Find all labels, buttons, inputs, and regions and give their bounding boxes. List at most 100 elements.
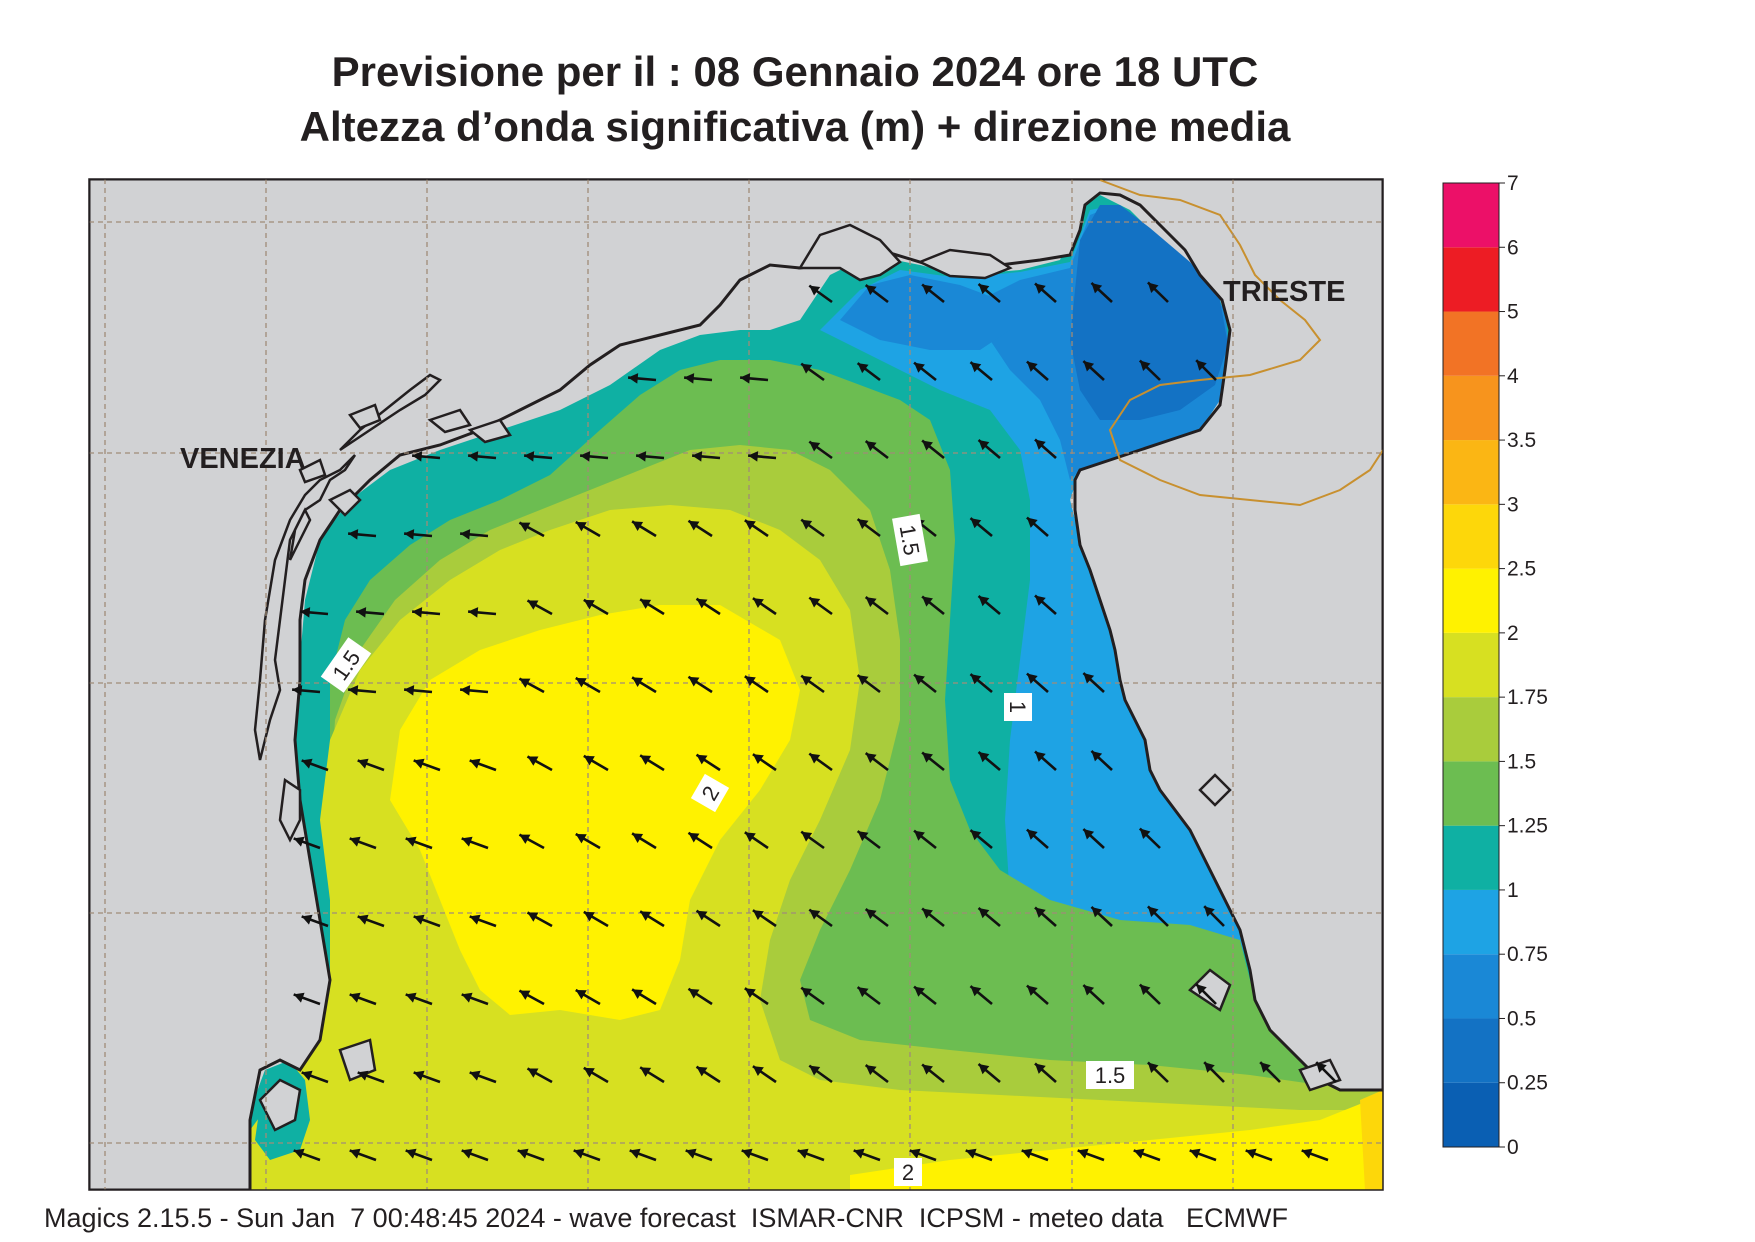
wave-arrow-head — [469, 1070, 481, 1081]
wave-arrow-head — [922, 908, 933, 919]
wave-arrow-head — [741, 1148, 753, 1159]
colorbar-label: 7 — [1507, 172, 1519, 195]
wave-arrow-head — [519, 834, 531, 844]
venice-lagoon — [253, 373, 1342, 1132]
wave-arrow-head — [349, 1148, 361, 1159]
contour-label-upper-1.5: 1.5 — [892, 513, 928, 567]
wave-arrow-head — [1316, 1062, 1327, 1073]
wave-arrow-head — [744, 520, 756, 531]
wave-arrow-head — [801, 675, 813, 686]
wave-arrow-head — [412, 451, 423, 462]
wave-arrow-head — [1021, 1148, 1033, 1159]
map-frame — [88, 178, 1384, 1191]
wave-arrow-head — [1083, 673, 1095, 684]
wave-arrow-head — [696, 910, 708, 921]
wave-arrow-head — [809, 753, 821, 764]
wave-arrow-head — [797, 1148, 809, 1159]
wave-arrow-head — [696, 598, 708, 609]
wave-arrow-head — [1133, 1148, 1145, 1159]
wave-arrow-head — [970, 674, 982, 685]
colorbar-label: 0.5 — [1507, 1007, 1536, 1030]
contour-label-bottom-2: 2 — [894, 1158, 922, 1186]
wave-arrow-head — [1026, 829, 1038, 840]
wave-arrow-head — [978, 284, 990, 295]
wave-arrow-head — [922, 440, 933, 451]
wave-arrow-head — [801, 831, 813, 842]
wave-arrow-head — [413, 758, 425, 769]
colorbar-swatch — [1443, 761, 1499, 826]
wave-arrow-head — [527, 600, 539, 610]
wave-arrow-head — [357, 914, 369, 925]
wave-arrow-head — [978, 596, 990, 607]
wave-arrow-head — [461, 992, 473, 1003]
wave-arrow-head — [405, 1148, 417, 1159]
wave-arrow-head — [801, 987, 813, 998]
wave-arrow-head — [1083, 829, 1095, 840]
colorbar-swatch — [1443, 568, 1499, 633]
wave-arrow-head — [527, 1068, 539, 1078]
wave-arrow-head — [583, 755, 595, 766]
wave-arrow-head — [524, 451, 535, 462]
wave-arrow-head — [801, 519, 813, 530]
wave-arrow-head — [1147, 1062, 1159, 1073]
wave-arrow-head — [865, 441, 877, 452]
wave-arrow-head — [575, 990, 587, 1000]
city-label-venezia: VENEZIA — [180, 443, 306, 475]
colorbar-label: 0 — [1507, 1136, 1519, 1159]
colorbar-frame — [1442, 182, 1500, 1148]
wave-arrow-head — [349, 992, 361, 1003]
wave-arrow-head — [696, 754, 708, 765]
wave-arrow-head — [801, 363, 813, 374]
wave-arrow-head — [748, 451, 759, 462]
contour-label-lower-1.5: 1.5 — [1086, 1061, 1134, 1089]
wave-arrow-head — [857, 987, 869, 998]
colorbar-swatch — [1443, 697, 1499, 762]
colorbar-swatch — [1443, 440, 1499, 505]
wave-arrow-head — [640, 1067, 652, 1077]
wave-arrow-head — [978, 908, 990, 919]
wave-arrow-head — [809, 441, 821, 452]
wave-arrow-head — [914, 674, 925, 685]
wave-arrow-head — [636, 451, 647, 462]
wave-arrow-head — [632, 521, 644, 531]
wave-arrow-head — [922, 284, 933, 295]
map-title-line1: Previsione per il : 08 Gennaio 2024 ore … — [331, 48, 1259, 95]
wave-arrow-head — [696, 1066, 708, 1077]
wave-arrow-head — [922, 596, 933, 607]
wave-arrow-head — [809, 597, 821, 608]
wave-arrow-head — [469, 914, 481, 925]
wave-arrow-head — [1147, 282, 1159, 293]
wave-arrow-head — [857, 675, 869, 686]
wave-arrow-head — [580, 451, 591, 462]
wave-arrow-head — [1034, 439, 1046, 450]
colorbar-swatch — [1443, 954, 1499, 1019]
wave-arrow-head — [978, 1064, 990, 1075]
contour-label-bottom-2-text: 2 — [902, 1160, 914, 1185]
wave-arrow-head — [978, 440, 990, 451]
colorbar-swatch — [1443, 311, 1499, 376]
colorbar-swatch — [1443, 504, 1499, 569]
wave-arrow-head — [460, 529, 471, 540]
wave-arrow-head — [575, 522, 587, 532]
contour-label-lower-1.5-text: 1.5 — [1095, 1063, 1126, 1088]
wave-arrow-head — [1026, 361, 1038, 372]
wave-arrow-head — [640, 599, 652, 609]
wave-arrow-head — [405, 992, 417, 1003]
wave-arrow-head — [632, 833, 644, 843]
wave-arrow-head — [1034, 595, 1046, 606]
wave-arrow-head — [752, 754, 764, 764]
wave-arrow-head — [1026, 985, 1038, 996]
sea-band-2-2.5 — [390, 605, 800, 1020]
colorbar-swatch — [1443, 375, 1499, 441]
wave-arrow-head — [865, 753, 877, 764]
wave-arrow-head — [1091, 906, 1103, 918]
wave-arrow-head — [412, 607, 423, 618]
wave-arrow-head — [1034, 1063, 1046, 1074]
wave-arrow-head — [752, 598, 764, 608]
wave-arrow-head — [1034, 907, 1046, 918]
wave-arrow-head — [413, 1070, 425, 1081]
wave-arrow-head — [413, 914, 425, 925]
wave-arrow-head — [809, 909, 821, 920]
wave-arrow-head — [970, 518, 982, 529]
